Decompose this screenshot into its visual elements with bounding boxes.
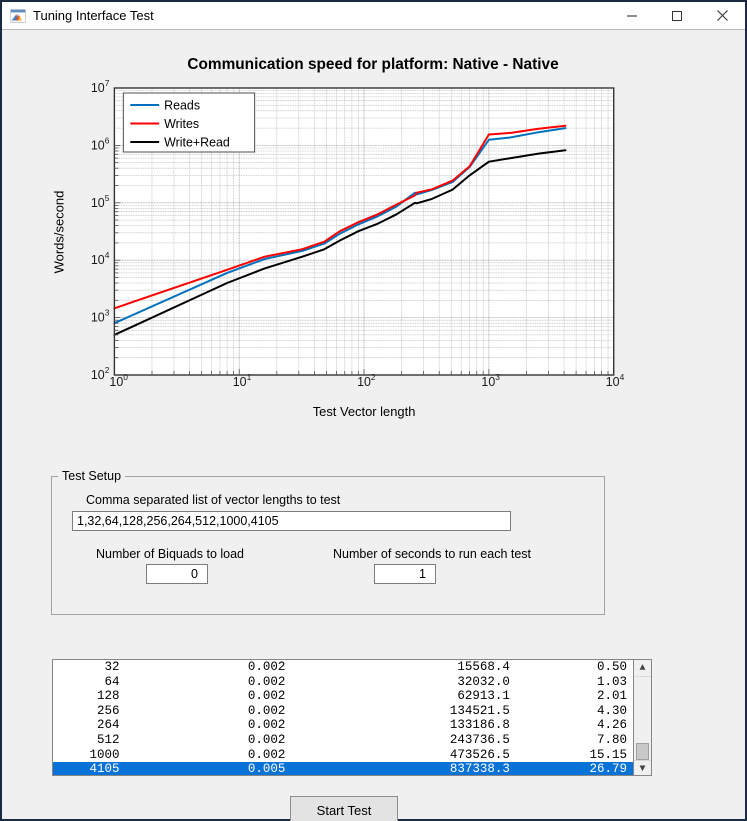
svg-text:104: 104 xyxy=(91,250,110,267)
svg-text:107: 107 xyxy=(91,78,110,95)
svg-text:Reads: Reads xyxy=(164,98,200,112)
svg-text:Write+Read: Write+Read xyxy=(164,135,230,149)
svg-text:106: 106 xyxy=(91,135,110,152)
svg-text:104: 104 xyxy=(606,372,625,389)
svg-text:102: 102 xyxy=(91,365,110,382)
svg-text:105: 105 xyxy=(91,193,110,210)
svg-text:Words/second: Words/second xyxy=(52,191,67,274)
svg-text:103: 103 xyxy=(91,308,110,325)
svg-text:102: 102 xyxy=(357,372,376,389)
svg-text:100: 100 xyxy=(109,372,128,389)
svg-text:101: 101 xyxy=(233,372,252,389)
svg-text:Test Vector length: Test Vector length xyxy=(313,404,416,419)
svg-text:103: 103 xyxy=(481,372,500,389)
svg-text:Communication speed for platfo: Communication speed for platform: Native… xyxy=(187,56,559,73)
svg-text:Writes: Writes xyxy=(164,117,199,131)
